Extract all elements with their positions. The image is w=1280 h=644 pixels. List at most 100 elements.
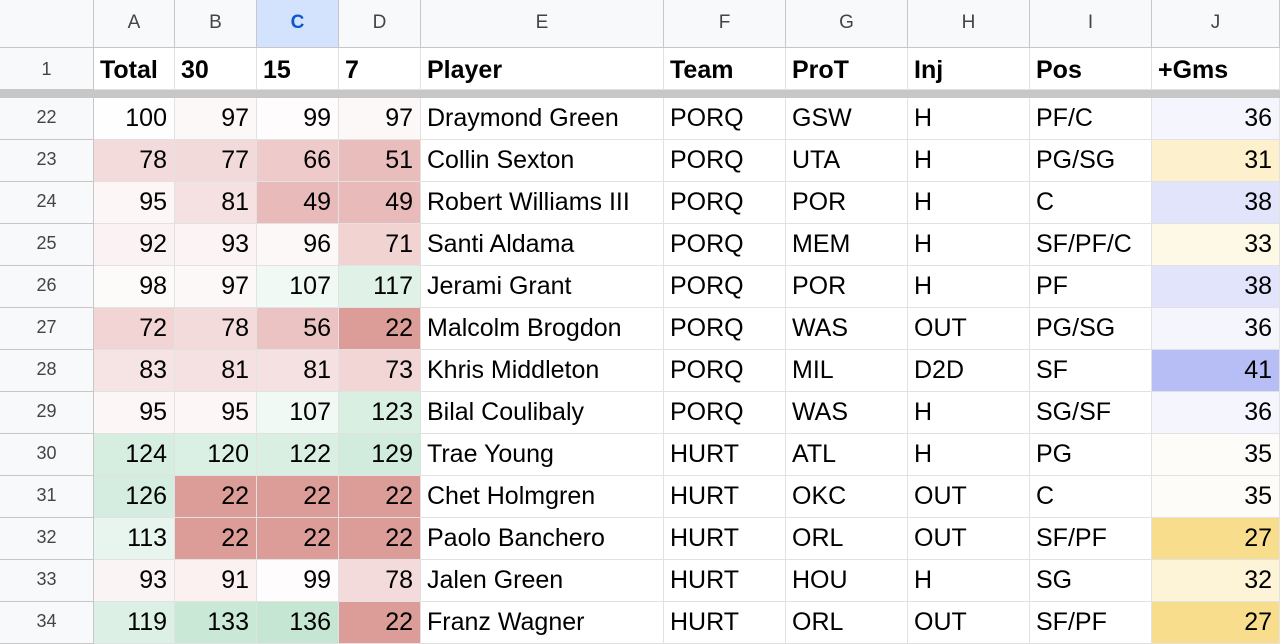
cell-h25[interactable]: H [908,224,1030,266]
cell-d31[interactable]: 22 [339,476,421,518]
cell-a23[interactable]: 78 [94,140,175,182]
row-header-26[interactable]: 26 [0,266,94,308]
cell-e30[interactable]: Trae Young [421,434,664,476]
cell-i32[interactable]: SF/PF [1030,518,1152,560]
header-cell-c[interactable]: 15 [257,48,339,90]
cell-g23[interactable]: UTA [786,140,908,182]
frozen-rows-divider[interactable] [0,90,1280,98]
cell-d30[interactable]: 129 [339,434,421,476]
cell-c31[interactable]: 22 [257,476,339,518]
row-header-31[interactable]: 31 [0,476,94,518]
cell-d25[interactable]: 71 [339,224,421,266]
cell-j26[interactable]: 38 [1152,266,1280,308]
column-header-d[interactable]: D [339,0,421,48]
cell-j24[interactable]: 38 [1152,182,1280,224]
cell-h31[interactable]: OUT [908,476,1030,518]
header-cell-e[interactable]: Player [421,48,664,90]
cell-b34[interactable]: 133 [175,602,257,644]
cell-g34[interactable]: ORL [786,602,908,644]
cell-b29[interactable]: 95 [175,392,257,434]
cell-b23[interactable]: 77 [175,140,257,182]
cell-a29[interactable]: 95 [94,392,175,434]
row-header-32[interactable]: 32 [0,518,94,560]
cell-e23[interactable]: Collin Sexton [421,140,664,182]
cell-f31[interactable]: HURT [664,476,786,518]
cell-c23[interactable]: 66 [257,140,339,182]
cell-f34[interactable]: HURT [664,602,786,644]
cell-a26[interactable]: 98 [94,266,175,308]
cell-b32[interactable]: 22 [175,518,257,560]
column-header-h[interactable]: H [908,0,1030,48]
cell-j29[interactable]: 36 [1152,392,1280,434]
cell-d22[interactable]: 97 [339,98,421,140]
select-all-corner[interactable] [0,0,94,48]
cell-i26[interactable]: PF [1030,266,1152,308]
cell-c27[interactable]: 56 [257,308,339,350]
header-cell-b[interactable]: 30 [175,48,257,90]
cell-g33[interactable]: HOU [786,560,908,602]
cell-f28[interactable]: PORQ [664,350,786,392]
cell-c25[interactable]: 96 [257,224,339,266]
cell-h23[interactable]: H [908,140,1030,182]
column-header-e[interactable]: E [421,0,664,48]
cell-a34[interactable]: 119 [94,602,175,644]
cell-i29[interactable]: SG/SF [1030,392,1152,434]
header-cell-i[interactable]: Pos [1030,48,1152,90]
cell-b24[interactable]: 81 [175,182,257,224]
cell-g31[interactable]: OKC [786,476,908,518]
cell-e31[interactable]: Chet Holmgren [421,476,664,518]
cell-b28[interactable]: 81 [175,350,257,392]
cell-i22[interactable]: PF/C [1030,98,1152,140]
row-header-25[interactable]: 25 [0,224,94,266]
cell-a24[interactable]: 95 [94,182,175,224]
cell-c32[interactable]: 22 [257,518,339,560]
cell-c28[interactable]: 81 [257,350,339,392]
row-header-29[interactable]: 29 [0,392,94,434]
cell-i30[interactable]: PG [1030,434,1152,476]
column-header-g[interactable]: G [786,0,908,48]
cell-f29[interactable]: PORQ [664,392,786,434]
cell-a27[interactable]: 72 [94,308,175,350]
cell-f25[interactable]: PORQ [664,224,786,266]
cell-f30[interactable]: HURT [664,434,786,476]
cell-d33[interactable]: 78 [339,560,421,602]
cell-h29[interactable]: H [908,392,1030,434]
cell-b26[interactable]: 97 [175,266,257,308]
cell-f26[interactable]: PORQ [664,266,786,308]
cell-d26[interactable]: 117 [339,266,421,308]
cell-f24[interactable]: PORQ [664,182,786,224]
cell-i31[interactable]: C [1030,476,1152,518]
cell-d24[interactable]: 49 [339,182,421,224]
cell-e28[interactable]: Khris Middleton [421,350,664,392]
cell-b25[interactable]: 93 [175,224,257,266]
cell-j34[interactable]: 27 [1152,602,1280,644]
row-header-24[interactable]: 24 [0,182,94,224]
cell-i23[interactable]: PG/SG [1030,140,1152,182]
cell-d27[interactable]: 22 [339,308,421,350]
cell-c34[interactable]: 136 [257,602,339,644]
cell-i25[interactable]: SF/PF/C [1030,224,1152,266]
cell-g26[interactable]: POR [786,266,908,308]
column-header-i[interactable]: I [1030,0,1152,48]
cell-e32[interactable]: Paolo Banchero [421,518,664,560]
cell-h34[interactable]: OUT [908,602,1030,644]
column-header-a[interactable]: A [94,0,175,48]
row-header-33[interactable]: 33 [0,560,94,602]
cell-c29[interactable]: 107 [257,392,339,434]
header-cell-j[interactable]: +Gms [1152,48,1280,90]
cell-a22[interactable]: 100 [94,98,175,140]
cell-j22[interactable]: 36 [1152,98,1280,140]
cell-h27[interactable]: OUT [908,308,1030,350]
cell-i28[interactable]: SF [1030,350,1152,392]
row-header-23[interactable]: 23 [0,140,94,182]
cell-d28[interactable]: 73 [339,350,421,392]
cell-j28[interactable]: 41 [1152,350,1280,392]
header-cell-g[interactable]: ProT [786,48,908,90]
cell-d34[interactable]: 22 [339,602,421,644]
cell-j23[interactable]: 31 [1152,140,1280,182]
cell-c22[interactable]: 99 [257,98,339,140]
cell-d29[interactable]: 123 [339,392,421,434]
cell-e33[interactable]: Jalen Green [421,560,664,602]
cell-g27[interactable]: WAS [786,308,908,350]
cell-g24[interactable]: POR [786,182,908,224]
